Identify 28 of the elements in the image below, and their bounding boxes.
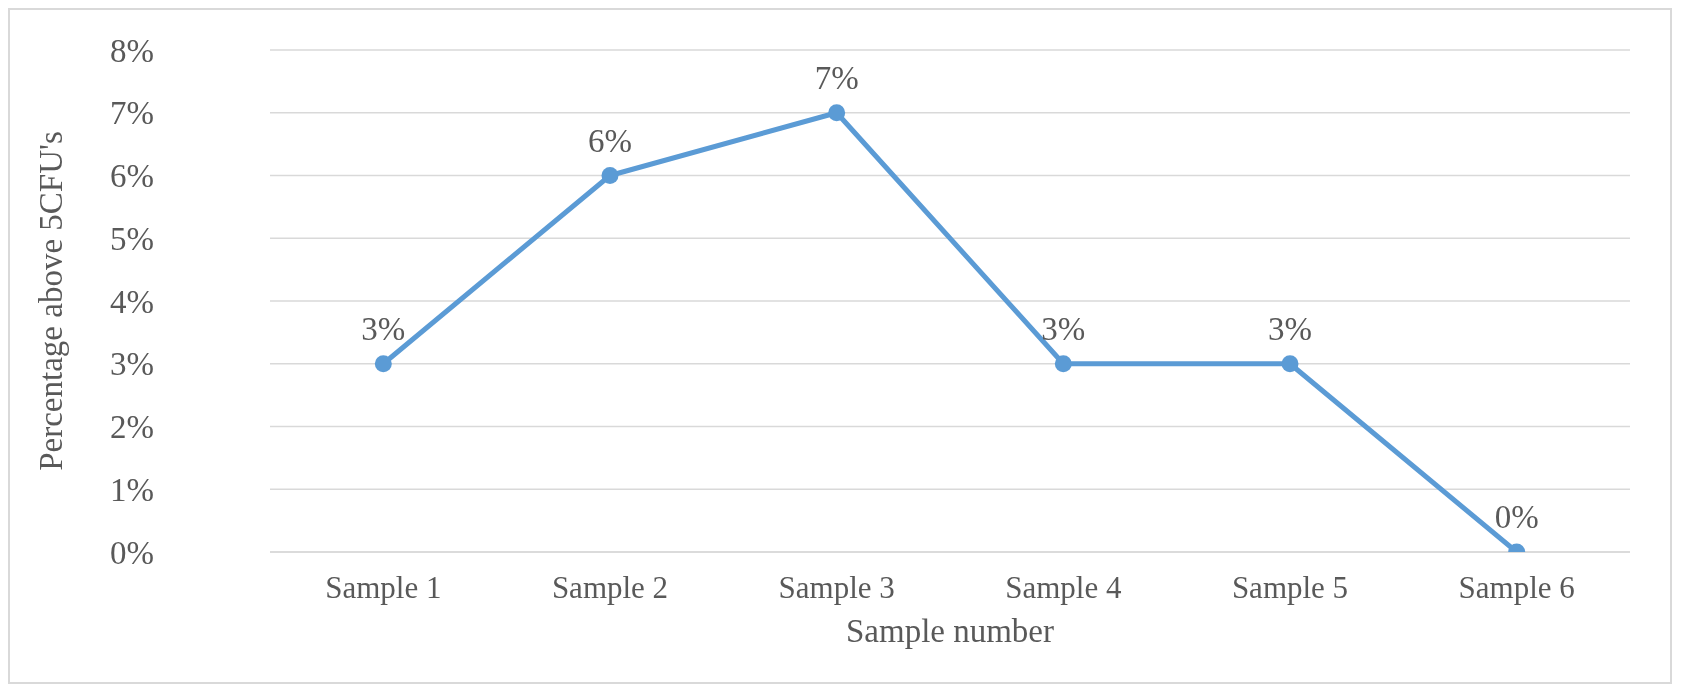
x-axis-title: Sample number <box>845 613 1055 649</box>
data-label: 3% <box>1041 310 1086 347</box>
y-tick-label: 3% <box>110 346 154 383</box>
x-tick-label: Sample 5 <box>1231 570 1349 606</box>
y-tick-label: 6% <box>110 158 154 195</box>
data-label: 7% <box>814 59 859 96</box>
point <box>828 104 846 122</box>
data-label: 6% <box>588 122 632 159</box>
data-label: 3% <box>1268 310 1312 347</box>
point <box>1054 355 1072 373</box>
y-tick-label: 7% <box>110 95 154 132</box>
data-label: 3% <box>361 310 406 347</box>
y-tick-label: 1% <box>110 471 154 508</box>
point <box>374 355 392 373</box>
y-tick-label: 8% <box>110 32 154 69</box>
data-label: 0% <box>1494 499 1539 535</box>
y-tick-label: 2% <box>110 409 154 446</box>
y-tick-label: 5% <box>110 220 154 257</box>
y-tick-label: 4% <box>110 283 154 320</box>
x-tick-label: Sample 6 <box>1458 570 1575 606</box>
x-tick-label: Sample 4 <box>1005 570 1122 606</box>
x-tick-label: Sample 2 <box>551 570 669 606</box>
x-tick-label: Sample 3 <box>778 570 895 606</box>
y-axis-title: Percentage above 5CFU's <box>32 131 69 471</box>
point <box>1281 355 1299 373</box>
y-tick-label: 0% <box>110 534 154 571</box>
x-tick-label: Sample 1 <box>325 570 442 606</box>
point <box>601 167 619 184</box>
